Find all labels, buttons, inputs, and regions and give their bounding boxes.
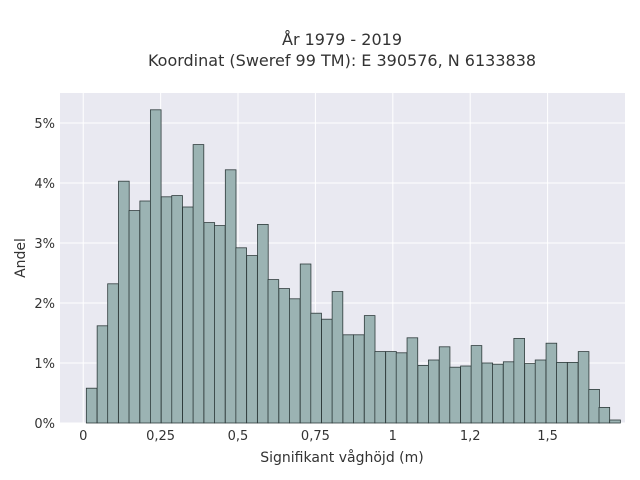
histogram-bar [331, 291, 344, 424]
histogram-bar [502, 361, 515, 424]
x-tick-label: 0 [79, 429, 87, 444]
histogram-bar [107, 283, 119, 424]
histogram-bar [374, 351, 386, 424]
histogram-bar [588, 388, 600, 424]
histogram-bar [257, 223, 269, 424]
x-tick-label: 1,5 [537, 429, 558, 444]
histogram-bar [85, 387, 98, 424]
histogram-bar [567, 361, 579, 424]
histogram-bar [321, 318, 333, 424]
histogram-bar [353, 334, 365, 424]
histogram-bar [406, 337, 419, 424]
y-tick-label: 0% [34, 417, 55, 432]
y-tick-label: 3% [34, 237, 55, 252]
histogram-bar [449, 366, 461, 424]
histogram-bar [289, 298, 301, 424]
histogram-bar [438, 346, 451, 424]
y-tick-label: 1% [34, 357, 55, 372]
histogram-bars [85, 109, 621, 424]
histogram-bar [149, 109, 162, 424]
histogram-bar [385, 351, 397, 424]
histogram-bar [609, 419, 621, 424]
histogram-bar [160, 196, 173, 424]
histogram-bar [267, 279, 280, 424]
x-tick-label: 0,25 [146, 429, 175, 444]
histogram-bar [460, 365, 472, 424]
histogram-bar [299, 263, 312, 424]
histogram-bar [524, 363, 536, 424]
histogram-bar [598, 406, 611, 424]
y-axis-title: Andel [13, 238, 29, 278]
histogram-bar [246, 255, 258, 424]
histogram-bar [481, 362, 494, 424]
y-tick-label: 5% [34, 117, 55, 132]
histogram-bar [139, 200, 151, 424]
histogram-bar [363, 315, 376, 424]
histogram-bar [96, 325, 109, 424]
x-tick-label: 0,75 [301, 429, 330, 444]
histogram-bar [556, 361, 568, 424]
histogram-bar [417, 364, 429, 424]
histogram-bar [214, 225, 226, 424]
histogram-bar [395, 352, 408, 424]
histogram-bar [118, 180, 130, 424]
y-axis-ticks: 0% 1% 2% 3% 4% 5% [34, 117, 55, 432]
histogram-bar [545, 342, 558, 424]
histogram-bar [224, 169, 237, 424]
y-tick-label: 4% [34, 177, 55, 192]
histogram-bar [182, 206, 194, 424]
histogram-bar [534, 359, 547, 424]
histogram-bar [428, 359, 440, 424]
x-axis-ticks: 0 0,25 0,5 0,75 1 1,2 1,5 [79, 429, 558, 444]
histogram-bar [310, 312, 322, 424]
chart-title-line2: Koordinat (Sweref 99 TM): E 390576, N 61… [148, 51, 536, 70]
chart-title-line1: År 1979 - 2019 [282, 30, 402, 49]
histogram-bar [235, 247, 247, 424]
histogram-bar [470, 345, 483, 424]
histogram-bar [171, 195, 183, 424]
y-tick-label: 2% [34, 297, 55, 312]
histogram-bar [513, 337, 525, 424]
histogram-bar [203, 222, 216, 424]
x-tick-label: 1 [389, 429, 397, 444]
x-axis-title: Signifikant våghöjd (m) [260, 449, 423, 466]
x-tick-label: 0,5 [228, 429, 249, 444]
histogram-bar [492, 363, 504, 424]
histogram-bar [577, 351, 590, 424]
histogram-bar [128, 210, 141, 424]
histogram-bar [342, 334, 355, 424]
histogram-bar [278, 288, 290, 424]
x-tick-label: 1,2 [460, 429, 481, 444]
histogram-bar [192, 144, 205, 424]
